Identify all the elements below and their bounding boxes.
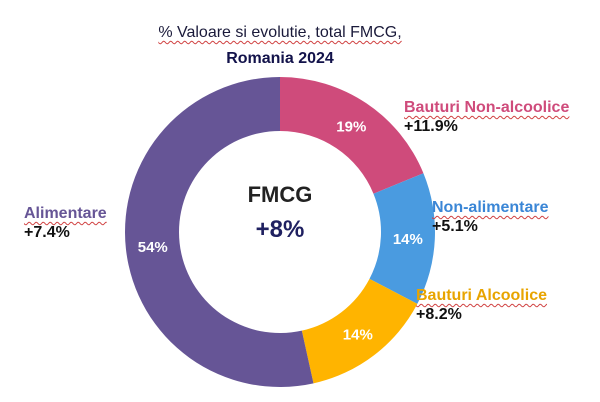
slice-percent-label: 19% [336,119,366,136]
legend-label-bauturi-alcoolice: Bauturi Alcoolice +8.2% [416,286,547,324]
donut-slice-alimentare [124,77,314,387]
series-change: +11.9% [404,118,458,135]
chart-title-line2: Romania 2024 [226,50,334,67]
series-name: Bauturi Alcoolice [416,287,547,304]
donut-slice-non-alimentare [369,173,435,304]
series-name: Non-alimentare [432,199,549,216]
legend-label-bauturi-non-alcoolice: Bauturi Non-alcoolice +11.9% [404,98,569,136]
series-change: +5.1% [432,218,478,235]
legend-label-alimentare: Alimentare +7.4% [24,204,107,242]
series-name: Alimentare [24,205,107,222]
chart-title-line1: % Valoare si evolutie, total FMCG, [158,24,402,41]
center-label: FMCG [247,182,313,207]
slice-percent-label: 14% [343,327,373,344]
donut-slice-bauturi-non-alcoolice [280,77,424,194]
series-name: Bauturi Non-alcoolice [404,99,570,116]
center-value: +8% [255,216,305,243]
donut-slice-bauturi-alcoolice [301,278,418,384]
series-change: +7.4% [24,224,70,241]
legend-label-non-alimentare: Non-alimentare +5.1% [432,198,548,236]
slice-percent-label: 14% [393,231,423,248]
slice-percent-label: 54% [138,239,168,256]
series-change: +8.2% [416,306,462,323]
